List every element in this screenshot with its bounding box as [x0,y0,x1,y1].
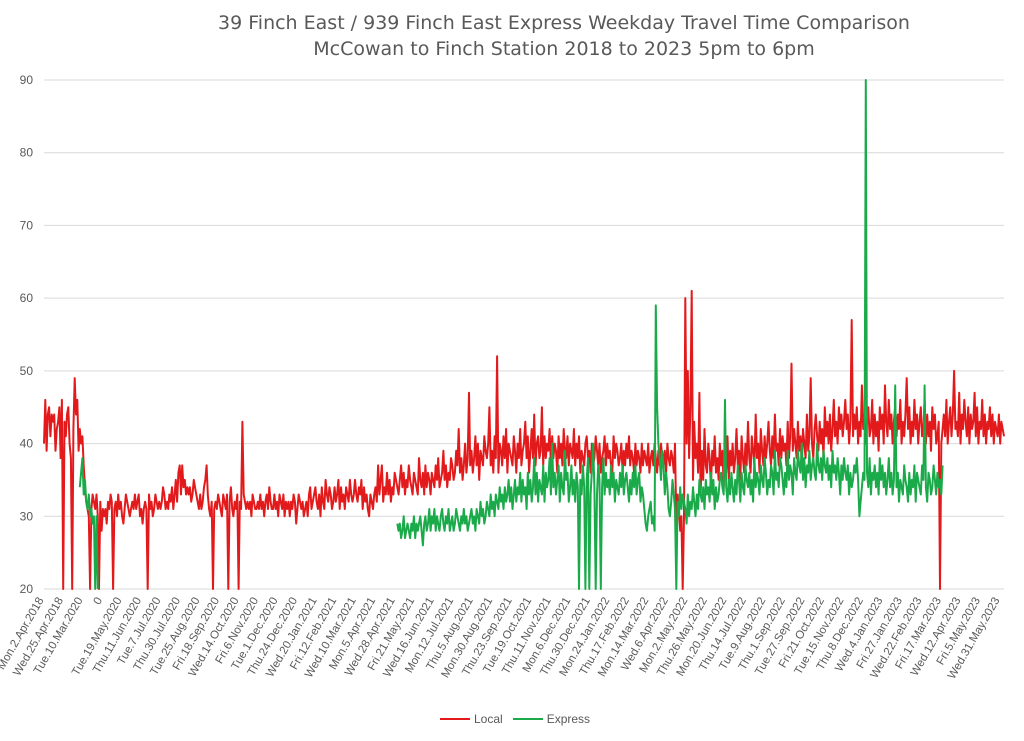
legend: Local Express [440,712,590,726]
chart-title-block: 39 Finch East / 939 Finch East Express W… [0,10,1024,62]
chart-subtitle: McCowan to Finch Station 2018 to 2023 5p… [313,38,815,60]
y-tick-label: 50 [20,364,34,378]
legend-label-express: Express [546,712,591,726]
y-tick-label: 40 [20,437,34,451]
legend-swatch-express [512,718,543,720]
series-line-local [43,289,1005,590]
y-tick-label: 20 [20,582,34,596]
legend-item-local: Local [440,712,503,726]
series-lines [43,79,1005,590]
legend-item-express: Express [512,712,591,726]
chart-title: 39 Finch East / 939 Finch East Express W… [218,12,910,34]
y-tick-label: 60 [20,291,34,305]
x-axis-tick-labels: Mon.2.Apr.2018Wed.25.Apr.2018Tue.10.Mar.… [0,595,1003,681]
y-tick-label: 70 [20,218,34,232]
y-tick-label: 90 [20,73,34,87]
y-tick-label: 30 [20,509,34,523]
legend-swatch-local [440,718,470,720]
gridlines [44,79,1004,590]
y-axis-tick-labels: 20 30 40 50 60 70 80 90 [20,73,34,596]
x-tick-label: 0 [92,596,106,608]
legend-label-local: Local [474,712,503,726]
series-line-express [78,79,944,590]
y-tick-label: 80 [20,146,34,160]
